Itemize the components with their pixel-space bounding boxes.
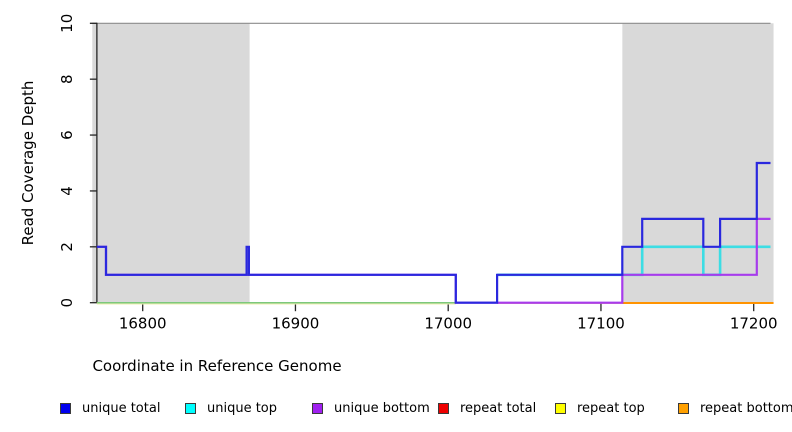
x-axis-title-text: Coordinate in Reference Genome: [92, 357, 342, 375]
y-tick-label: 8: [58, 74, 76, 84]
y-tick-label: 2: [58, 242, 76, 252]
x-tick-label: 17000: [424, 315, 472, 333]
y-tick-label: 4: [58, 186, 76, 196]
x-tick-label: 17100: [577, 315, 625, 333]
legend: unique total unique top unique bottom repea…: [0, 399, 792, 419]
legend-swatch-icon: [312, 402, 323, 414]
x-tick-label: 17200: [730, 315, 778, 333]
legend-swatch-icon: [185, 402, 196, 414]
legend-label: unique top: [207, 400, 278, 416]
series-unique-total: [96, 161, 771, 304]
legend-label: repeat top: [577, 400, 645, 416]
legend-swatch-icon: [555, 402, 566, 414]
legend-swatch-icon: [438, 402, 449, 414]
legend-item-unique-top: unique top: [185, 399, 277, 417]
x-tick-label: 16800: [119, 315, 167, 333]
legend-item-repeat-top: repeat top: [555, 399, 645, 417]
legend-item-repeat-total: repeat total: [438, 399, 536, 417]
y-tick-label: 10: [58, 14, 76, 33]
repeat-region-shading: [622, 23, 774, 303]
legend-item-repeat-bottom: repeat bottom: [678, 399, 792, 417]
y-tick-label: 6: [58, 130, 76, 140]
legend-label: repeat total: [460, 400, 537, 416]
y-axis-title: Read Coverage Depth: [19, 80, 37, 246]
legend-item-unique-bottom: unique bottom: [312, 399, 430, 417]
x-tick-label: 16900: [272, 315, 320, 333]
series-unique-top: [497, 245, 771, 277]
legend-swatch-icon: [678, 402, 689, 414]
legend-swatch-icon: [60, 402, 71, 414]
legend-label: unique bottom: [334, 400, 430, 416]
repeat-region-shading: [92, 23, 250, 303]
y-tick-label: 0: [58, 298, 76, 308]
legend-label: repeat bottom: [700, 400, 792, 416]
x-axis-title: Coordinate in Reference Genome: [0, 357, 650, 375]
legend-item-unique-total: unique total: [60, 399, 160, 417]
legend-label: unique total: [82, 400, 161, 416]
